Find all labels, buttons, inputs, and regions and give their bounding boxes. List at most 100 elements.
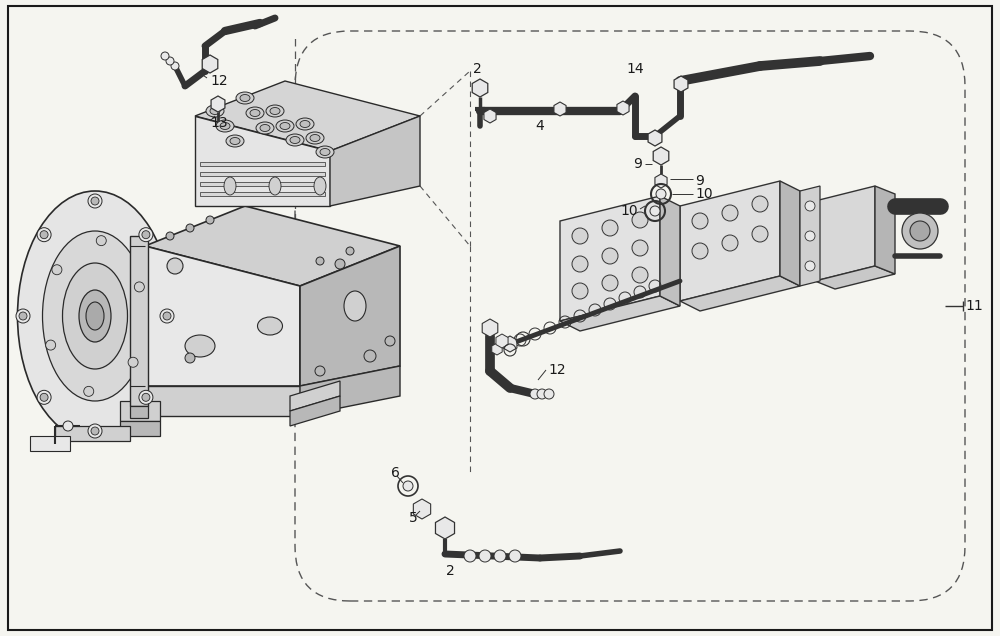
Ellipse shape <box>216 120 234 132</box>
Ellipse shape <box>310 134 320 141</box>
Polygon shape <box>875 186 895 274</box>
Ellipse shape <box>224 177 236 195</box>
Circle shape <box>142 231 150 238</box>
Circle shape <box>656 189 666 199</box>
Circle shape <box>722 205 738 221</box>
Circle shape <box>142 393 150 401</box>
Ellipse shape <box>236 92 254 104</box>
Text: 9: 9 <box>634 157 642 171</box>
Ellipse shape <box>280 123 290 130</box>
Circle shape <box>805 201 815 211</box>
Circle shape <box>128 357 138 367</box>
Ellipse shape <box>320 148 330 155</box>
Circle shape <box>464 550 476 562</box>
Polygon shape <box>290 381 340 411</box>
Polygon shape <box>413 499 431 519</box>
Polygon shape <box>200 182 325 186</box>
Circle shape <box>722 235 738 251</box>
Circle shape <box>185 353 195 363</box>
Polygon shape <box>674 76 688 92</box>
Circle shape <box>163 312 171 320</box>
Polygon shape <box>484 109 496 123</box>
Polygon shape <box>130 236 148 406</box>
Ellipse shape <box>314 177 326 195</box>
Ellipse shape <box>344 291 366 321</box>
Circle shape <box>91 197 99 205</box>
Circle shape <box>530 389 540 399</box>
Polygon shape <box>680 181 780 301</box>
Ellipse shape <box>206 105 224 117</box>
Polygon shape <box>617 101 629 115</box>
Circle shape <box>632 212 648 228</box>
Polygon shape <box>655 174 667 188</box>
Ellipse shape <box>210 107 220 114</box>
Polygon shape <box>554 102 566 116</box>
Circle shape <box>40 231 48 238</box>
Circle shape <box>37 228 51 242</box>
Text: 4: 4 <box>536 119 544 133</box>
Polygon shape <box>200 162 325 166</box>
Ellipse shape <box>276 120 294 132</box>
Polygon shape <box>492 343 502 355</box>
Ellipse shape <box>269 177 281 195</box>
Ellipse shape <box>300 120 310 127</box>
Ellipse shape <box>316 146 334 158</box>
Circle shape <box>134 282 144 292</box>
Polygon shape <box>435 517 455 539</box>
Text: 5: 5 <box>409 511 417 525</box>
Ellipse shape <box>306 132 324 144</box>
Circle shape <box>166 232 174 240</box>
Polygon shape <box>200 192 325 196</box>
Circle shape <box>805 261 815 271</box>
Circle shape <box>315 366 325 376</box>
Text: 14: 14 <box>626 62 644 76</box>
Circle shape <box>650 206 660 216</box>
Polygon shape <box>145 206 400 286</box>
Circle shape <box>509 550 521 562</box>
Circle shape <box>692 243 708 259</box>
Circle shape <box>16 309 30 323</box>
Polygon shape <box>145 246 300 386</box>
Polygon shape <box>815 186 875 281</box>
Polygon shape <box>202 55 218 73</box>
Ellipse shape <box>290 137 300 144</box>
Ellipse shape <box>296 118 314 130</box>
Polygon shape <box>560 296 680 331</box>
Circle shape <box>479 550 491 562</box>
Circle shape <box>186 224 194 232</box>
Circle shape <box>805 231 815 241</box>
Polygon shape <box>55 426 130 441</box>
Ellipse shape <box>230 137 240 144</box>
Polygon shape <box>195 81 420 151</box>
Circle shape <box>96 236 106 245</box>
Polygon shape <box>30 436 70 451</box>
Polygon shape <box>330 116 420 206</box>
Polygon shape <box>482 319 498 337</box>
Circle shape <box>403 481 413 491</box>
Polygon shape <box>653 147 669 165</box>
Circle shape <box>632 240 648 256</box>
Polygon shape <box>145 386 300 416</box>
Polygon shape <box>120 421 160 436</box>
Polygon shape <box>195 116 330 206</box>
Polygon shape <box>560 196 660 321</box>
Circle shape <box>19 312 27 320</box>
Ellipse shape <box>62 263 128 369</box>
Circle shape <box>494 550 506 562</box>
Text: 6: 6 <box>391 466 399 480</box>
Text: 2: 2 <box>473 62 481 76</box>
Ellipse shape <box>260 125 270 132</box>
Ellipse shape <box>266 105 284 117</box>
Circle shape <box>316 257 324 265</box>
Circle shape <box>692 213 708 229</box>
Polygon shape <box>496 334 508 348</box>
Circle shape <box>46 340 56 350</box>
Ellipse shape <box>226 135 244 147</box>
Circle shape <box>37 391 51 404</box>
Circle shape <box>88 194 102 208</box>
Text: 2: 2 <box>446 564 454 578</box>
Polygon shape <box>290 396 340 426</box>
Polygon shape <box>800 186 820 286</box>
Circle shape <box>602 275 618 291</box>
Circle shape <box>167 258 183 274</box>
